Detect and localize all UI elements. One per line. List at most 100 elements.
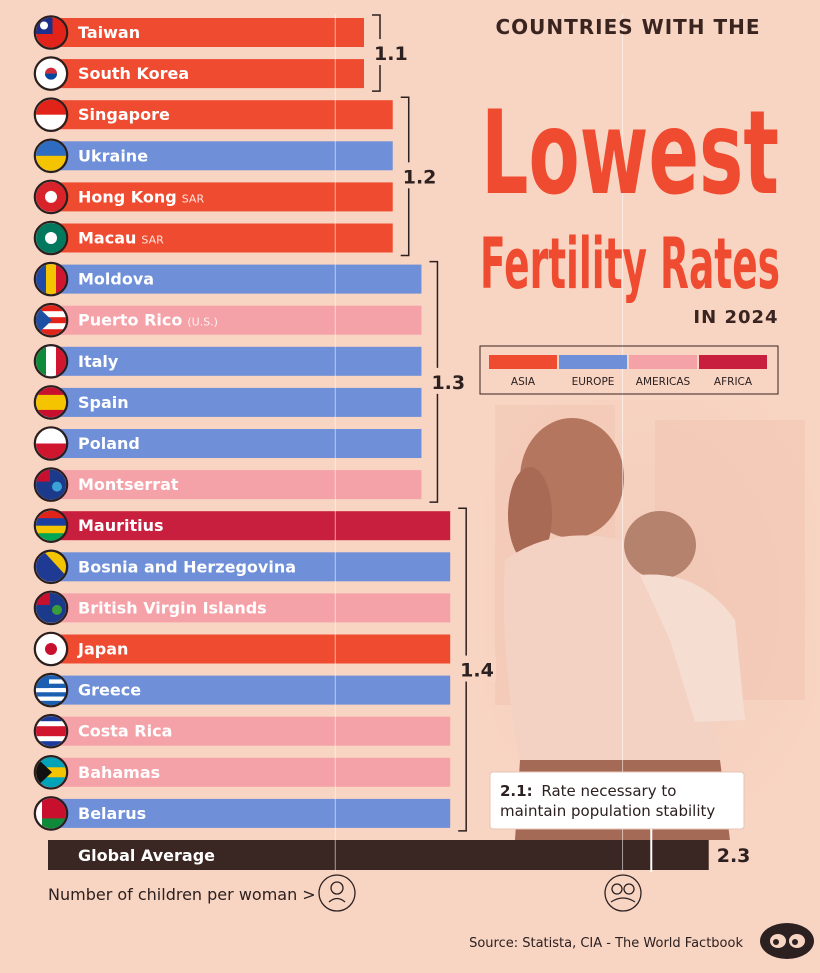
title-line3: Fertility Rates — [480, 223, 780, 305]
bar-label: Mauritius — [78, 516, 164, 535]
country-name: British Virgin Islands — [78, 598, 267, 617]
country-suffix: SAR — [182, 192, 205, 205]
bars: Taiwan South Korea Singapore Ukraine Hong Ko… — [33, 15, 451, 831]
bar-label: British Virgin Islands — [78, 598, 267, 617]
global-average-value: 2.3 — [717, 845, 751, 867]
country-name: Montserrat — [78, 475, 179, 494]
flag-mauritius-icon — [33, 508, 69, 544]
group-value-label: 1.2 — [403, 166, 437, 188]
bar-moldova — [48, 264, 422, 294]
bar-poland — [48, 429, 422, 458]
bar-global-average — [48, 840, 709, 870]
title-line4: IN 2024 — [693, 307, 778, 328]
group-brackets: 1.1 1.2 1.3 1.4 — [372, 14, 497, 832]
group-value-label: 1.1 — [374, 43, 408, 65]
bar-puerto-rico — [48, 305, 422, 335]
bar-taiwan — [48, 18, 364, 47]
legend: ASIA EUROPE AMERICAS AFRICA — [479, 345, 779, 395]
annotation-text-line1: Rate necessary to — [541, 782, 676, 800]
bar-label: Bahamas — [78, 763, 160, 782]
title-block: COUNTRIES WITH THE Lowest Fertility Rate… — [480, 15, 780, 328]
axis-label: Number of children per woman > — [48, 885, 316, 904]
country-name: Italy — [78, 352, 119, 371]
bar-bahamas — [48, 757, 451, 787]
flag-poland-icon — [33, 426, 69, 461]
country-name: Costa Rica — [78, 722, 172, 741]
country-name: Belarus — [78, 804, 146, 823]
country-name: Poland — [78, 434, 140, 453]
bar-label: Moldova — [78, 270, 154, 289]
flag-puerto-rico-icon — [33, 302, 69, 338]
group-value-label: 1.3 — [431, 372, 465, 394]
bar-greece — [48, 675, 451, 705]
flag-macau-icon — [33, 220, 69, 256]
bar-mauritius — [48, 511, 451, 541]
flag-greece-icon — [33, 672, 69, 708]
bar-label: Taiwan — [78, 23, 140, 42]
flag-montserrat-icon — [33, 467, 69, 502]
bar-spain — [48, 387, 422, 417]
flag-japan-icon — [33, 631, 69, 667]
flag-bosnia-and-herzegovina-icon — [33, 549, 69, 585]
bar-label: Hong Kong SAR — [78, 187, 204, 206]
annotation-text-line2: maintain population stability — [500, 802, 715, 820]
bar-montserrat — [48, 470, 422, 500]
group-value-label: 1.4 — [460, 660, 494, 682]
country-name: Japan — [77, 640, 128, 659]
one-child-icon — [318, 874, 356, 912]
bar-label: Japan — [77, 640, 128, 659]
bar-label: Bosnia and Herzegovina — [78, 557, 296, 576]
bar-label: Italy — [78, 352, 119, 371]
country-suffix: (U.S.) — [187, 316, 218, 329]
title-line1: COUNTRIES WITH THE — [495, 15, 760, 39]
country-name: Mauritius — [78, 516, 164, 535]
bar-label: Costa Rica — [78, 722, 172, 741]
title-line2: Lowest — [481, 86, 779, 221]
bar-label: Spain — [78, 393, 129, 412]
country-name: Bahamas — [78, 763, 160, 782]
flag-taiwan-icon — [33, 15, 69, 50]
flag-singapore-icon — [33, 97, 69, 133]
flag-spain-icon — [33, 385, 69, 420]
country-name: Bosnia and Herzegovina — [78, 557, 296, 576]
country-name: Spain — [78, 393, 129, 412]
svg-text:2.1: Rate necessary to: 2.1: Rate necessary to — [500, 782, 676, 800]
bar-label: Poland — [78, 434, 140, 453]
global-average-label: Global Average — [78, 846, 215, 865]
country-name: Macau — [78, 229, 136, 248]
country-name: Singapore — [78, 105, 170, 124]
flag-costa-rica-icon — [33, 713, 69, 749]
country-name: Ukraine — [78, 146, 148, 165]
global-average: Global Average 2.3 — [48, 840, 750, 870]
country-name: Puerto Rico — [78, 311, 182, 330]
source-text: Source: Statista, CIA - The World Factbo… — [469, 936, 743, 951]
flag-moldova-icon — [33, 261, 69, 297]
country-suffix: SAR — [141, 234, 164, 247]
country-name: South Korea — [78, 64, 189, 83]
legend-label: AFRICA — [714, 376, 753, 388]
flag-south-korea-icon — [33, 56, 69, 91]
flag-italy-icon — [33, 343, 69, 379]
bar-label: Montserrat — [78, 475, 179, 494]
flag-belarus-icon — [33, 796, 69, 831]
gridlines-front — [334, 14, 624, 872]
bar-label: Puerto Rico (U.S.) — [78, 311, 218, 330]
flag-british-virgin-islands-icon — [33, 590, 69, 626]
legend-swatch-asia — [489, 355, 557, 369]
bar-japan — [48, 634, 451, 664]
bar-label: Greece — [78, 681, 141, 700]
brand-logo-icon — [760, 923, 814, 959]
bar-label: Singapore — [78, 105, 170, 124]
bar-label: South Korea — [78, 64, 189, 83]
bar-costa-rica — [48, 716, 451, 746]
legend-label: AMERICAS — [636, 376, 691, 388]
bar-italy — [48, 346, 422, 376]
legend-swatch-europe — [559, 355, 627, 369]
flag-bahamas-icon — [33, 754, 69, 790]
bar-belarus — [48, 798, 451, 828]
country-name: Moldova — [78, 270, 154, 289]
photo-mother-child — [485, 400, 815, 840]
bar-label: Belarus — [78, 804, 146, 823]
